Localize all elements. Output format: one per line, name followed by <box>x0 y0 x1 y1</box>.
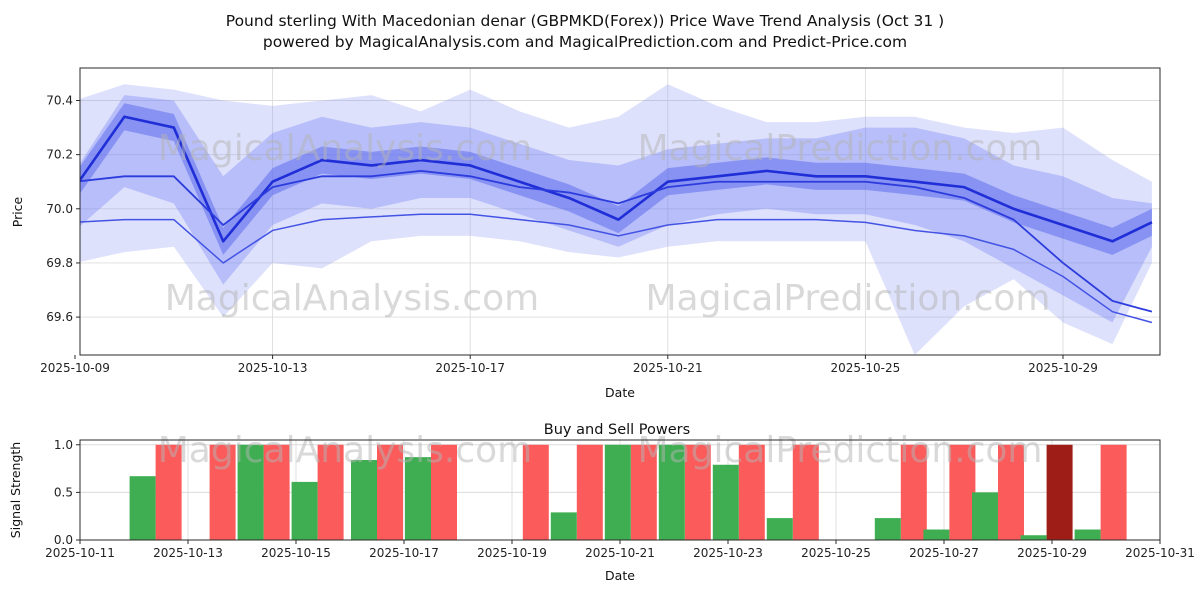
watermark-text: MagicalAnalysis.com <box>158 128 532 169</box>
sell-bar <box>263 444 290 540</box>
y-tick-label: 70.4 <box>46 93 73 107</box>
x-tick-label: 2025-10-13 <box>238 361 308 375</box>
x-tick-label: 2025-10-13 <box>153 546 223 560</box>
sell-bar <box>900 444 927 540</box>
sell-bar <box>317 444 344 540</box>
x-tick-label: 2025-10-29 <box>1028 361 1098 375</box>
price-chart: MagicalAnalysis.com MagicalPrediction.com… <box>40 67 1161 375</box>
buy-bar <box>550 512 577 540</box>
x-tick-label: 2025-10-17 <box>435 361 505 375</box>
x-tick-label: 2025-10-23 <box>693 546 763 560</box>
buy-bar <box>129 476 156 540</box>
mid-wave-band <box>80 95 1152 323</box>
watermark-text: MagicalPrediction.com <box>638 128 1043 169</box>
y-tick-label: 0.0 <box>54 533 73 547</box>
y-tick-label: 0.5 <box>54 485 73 499</box>
x-tick-label: 2025-10-25 <box>831 361 901 375</box>
figure-title-line2: powered by MagicalAnalysis.com and Magic… <box>263 33 907 51</box>
figure-title-line1: Pound sterling With Macedonian denar (GB… <box>226 12 944 30</box>
x-tick-label: 2025-10-11 <box>45 546 115 560</box>
inner-wave-band <box>80 103 1152 255</box>
watermark-text: MagicalPrediction.com <box>638 430 1043 471</box>
x-tick-label: 2025-10-31 <box>1125 546 1195 560</box>
secondary-trend-line <box>80 169 1153 313</box>
y-tick-label: 1.0 <box>54 438 73 452</box>
sell-bar <box>155 444 182 540</box>
sell-bar <box>576 444 603 540</box>
y-tick-label: 69.6 <box>46 310 73 324</box>
plot-border <box>79 67 1161 356</box>
buy-bar <box>351 460 377 540</box>
x-tick-label: 2025-10-09 <box>40 361 110 375</box>
buy-bar <box>874 518 901 540</box>
x-tick-label: 2025-10-21 <box>633 361 703 375</box>
y-tick-label: 69.8 <box>46 256 73 270</box>
buy-bar <box>604 444 631 540</box>
sell-bar <box>522 444 549 540</box>
sell-bar <box>209 444 236 540</box>
buy-bar <box>766 518 793 540</box>
buy-bar <box>1020 535 1047 540</box>
sell-bar <box>949 444 976 540</box>
price-x-axis-label: Date <box>605 385 635 400</box>
sell-bar <box>630 444 657 540</box>
buy-bar <box>972 492 998 540</box>
sell-bar <box>792 444 819 540</box>
buy-bar <box>658 444 685 540</box>
x-tick-label: 2025-10-29 <box>1017 546 1087 560</box>
buy-bar <box>237 444 264 540</box>
signal-chart: MagicalAnalysis.com MagicalPrediction.com… <box>45 430 1195 560</box>
x-tick-label: 2025-10-15 <box>261 546 331 560</box>
lower-trend-line <box>80 213 1153 324</box>
sell-bar <box>1100 444 1127 540</box>
price-series-area <box>80 84 1153 355</box>
buy-bar <box>291 481 318 540</box>
sell-bar <box>431 444 457 540</box>
buy-bar <box>712 464 739 540</box>
buy-bar <box>923 529 950 540</box>
x-tick-label: 2025-10-25 <box>801 546 871 560</box>
y-tick-label: 70.0 <box>46 202 73 216</box>
watermark-text: MagicalAnalysis.com <box>165 278 539 319</box>
x-tick-label: 2025-10-21 <box>585 546 655 560</box>
sell-bar <box>377 444 403 540</box>
x-tick-label: 2025-10-17 <box>369 546 439 560</box>
sell-bar <box>1046 444 1073 540</box>
watermark-text: MagicalPrediction.com <box>646 278 1051 319</box>
buy-bar <box>405 457 431 540</box>
x-tick-label: 2025-10-27 <box>909 546 979 560</box>
x-tick-label: 2025-10-19 <box>477 546 547 560</box>
signal-x-axis-label: Date <box>605 568 635 583</box>
price-y-axis-label: Price <box>10 196 25 227</box>
main-trend-line <box>80 115 1153 243</box>
signal-y-axis-label: Signal Strength <box>8 442 23 538</box>
buy-bar <box>1074 529 1101 540</box>
y-tick-label: 70.2 <box>46 148 73 162</box>
sell-bar <box>684 444 711 540</box>
signal-chart-title: Buy and Sell Powers <box>544 422 690 438</box>
sell-bar <box>738 444 765 540</box>
watermark-text: MagicalAnalysis.com <box>158 430 532 471</box>
sell-bar <box>998 444 1024 540</box>
